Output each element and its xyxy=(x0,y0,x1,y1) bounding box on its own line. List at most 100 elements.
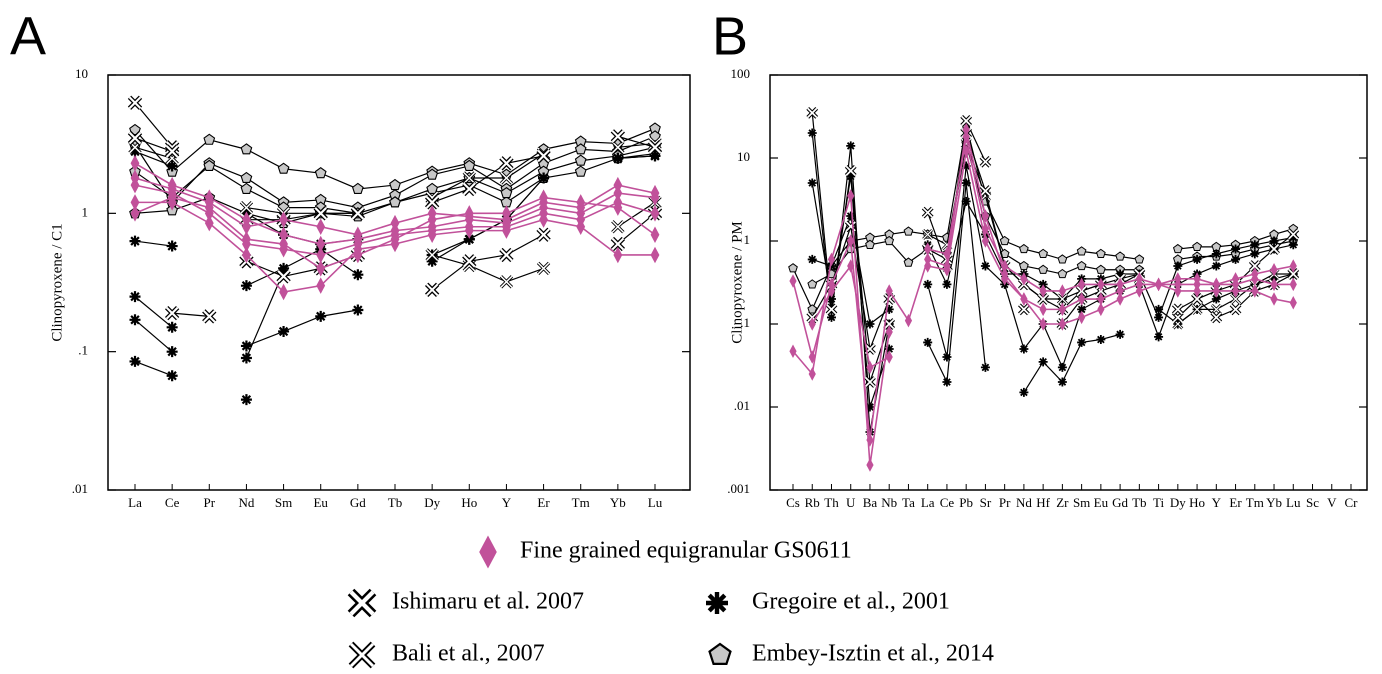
x-inner xyxy=(500,248,513,262)
marker xyxy=(611,220,625,234)
marker xyxy=(204,214,214,232)
diamond xyxy=(808,367,816,381)
asterisk xyxy=(1115,269,1125,279)
marker xyxy=(1212,284,1220,298)
x-tick-label: Sc xyxy=(1306,495,1319,510)
asterisk xyxy=(129,355,141,367)
x-inner xyxy=(922,229,933,240)
marker xyxy=(130,155,140,172)
marker xyxy=(979,185,992,197)
x-tick-label: Pr xyxy=(204,495,216,510)
asterisk xyxy=(1154,312,1164,322)
marker xyxy=(923,337,933,347)
marker xyxy=(278,265,290,277)
diamond xyxy=(539,189,548,206)
x-inner xyxy=(463,171,476,185)
marker xyxy=(962,130,970,144)
marker xyxy=(650,246,660,264)
marker xyxy=(129,145,141,157)
sample-line xyxy=(134,137,173,153)
marker xyxy=(347,588,377,618)
marker xyxy=(847,259,855,273)
diamond xyxy=(1020,272,1028,286)
marker xyxy=(316,235,326,253)
marker xyxy=(706,592,728,614)
x-inner xyxy=(277,270,290,283)
pentagon xyxy=(708,642,732,665)
pentagon xyxy=(203,159,216,171)
diamond xyxy=(1058,284,1066,298)
diamond xyxy=(1097,292,1105,306)
asterisk xyxy=(1019,387,1029,397)
x-inner xyxy=(980,185,991,197)
marker xyxy=(943,263,951,277)
y-tick-label: 1 xyxy=(82,204,89,219)
marker xyxy=(846,141,856,151)
marker xyxy=(425,248,439,262)
marker xyxy=(610,236,626,252)
marker xyxy=(903,226,914,236)
marker xyxy=(1001,259,1009,273)
marker xyxy=(866,458,874,472)
marker xyxy=(865,319,875,329)
sample-line xyxy=(134,146,173,159)
marker xyxy=(463,233,475,245)
x-tick-label: Sm xyxy=(275,495,292,510)
marker xyxy=(240,340,252,352)
asterisk xyxy=(961,178,971,188)
diamond xyxy=(427,211,437,228)
x-inner xyxy=(463,182,476,196)
diamond xyxy=(981,222,990,236)
diamond xyxy=(789,274,797,288)
sample-line xyxy=(811,264,890,369)
pentagon xyxy=(1038,264,1049,274)
pentagon xyxy=(1057,268,1068,279)
marker xyxy=(276,269,291,284)
diamond xyxy=(808,350,816,364)
marker xyxy=(613,176,623,194)
marker xyxy=(961,178,971,188)
legend-label: Bali et al., 2007 xyxy=(392,641,545,667)
diamond xyxy=(1058,317,1066,331)
diamond xyxy=(502,205,511,222)
x-tick-label: Th xyxy=(824,495,839,510)
diamond xyxy=(885,350,893,364)
asterisk xyxy=(1077,337,1087,347)
marker xyxy=(464,222,474,239)
marker xyxy=(1211,294,1221,304)
asterisk xyxy=(884,344,894,354)
diamond xyxy=(167,189,177,206)
marker xyxy=(279,235,288,253)
pentagon xyxy=(240,171,253,184)
marker xyxy=(611,140,625,154)
marker xyxy=(240,394,252,406)
x-inner xyxy=(128,131,142,145)
marker xyxy=(1135,284,1143,298)
asterisk xyxy=(538,172,550,184)
diamond xyxy=(650,226,660,244)
diamond xyxy=(1001,259,1009,273)
diamond xyxy=(885,284,893,298)
marker xyxy=(499,156,514,171)
diamond xyxy=(502,222,511,239)
asterisk xyxy=(1077,304,1087,314)
marker xyxy=(1269,236,1279,246)
diamond xyxy=(539,211,548,228)
x-inner xyxy=(1249,260,1260,272)
diamond xyxy=(1116,277,1124,292)
marker xyxy=(885,350,893,364)
marker xyxy=(166,321,178,333)
y-tick-label: 10 xyxy=(737,149,750,164)
diamond xyxy=(279,283,288,301)
marker xyxy=(316,277,326,294)
marker xyxy=(826,294,836,304)
marker xyxy=(352,304,364,316)
marker xyxy=(127,95,143,110)
marker xyxy=(129,123,141,136)
marker xyxy=(1211,241,1222,251)
y-axis-title: Clinopyroxene / PM xyxy=(729,221,745,344)
pentagon xyxy=(426,168,439,180)
x-inner xyxy=(1288,268,1299,280)
pentagon xyxy=(240,182,253,194)
marker xyxy=(314,167,327,179)
